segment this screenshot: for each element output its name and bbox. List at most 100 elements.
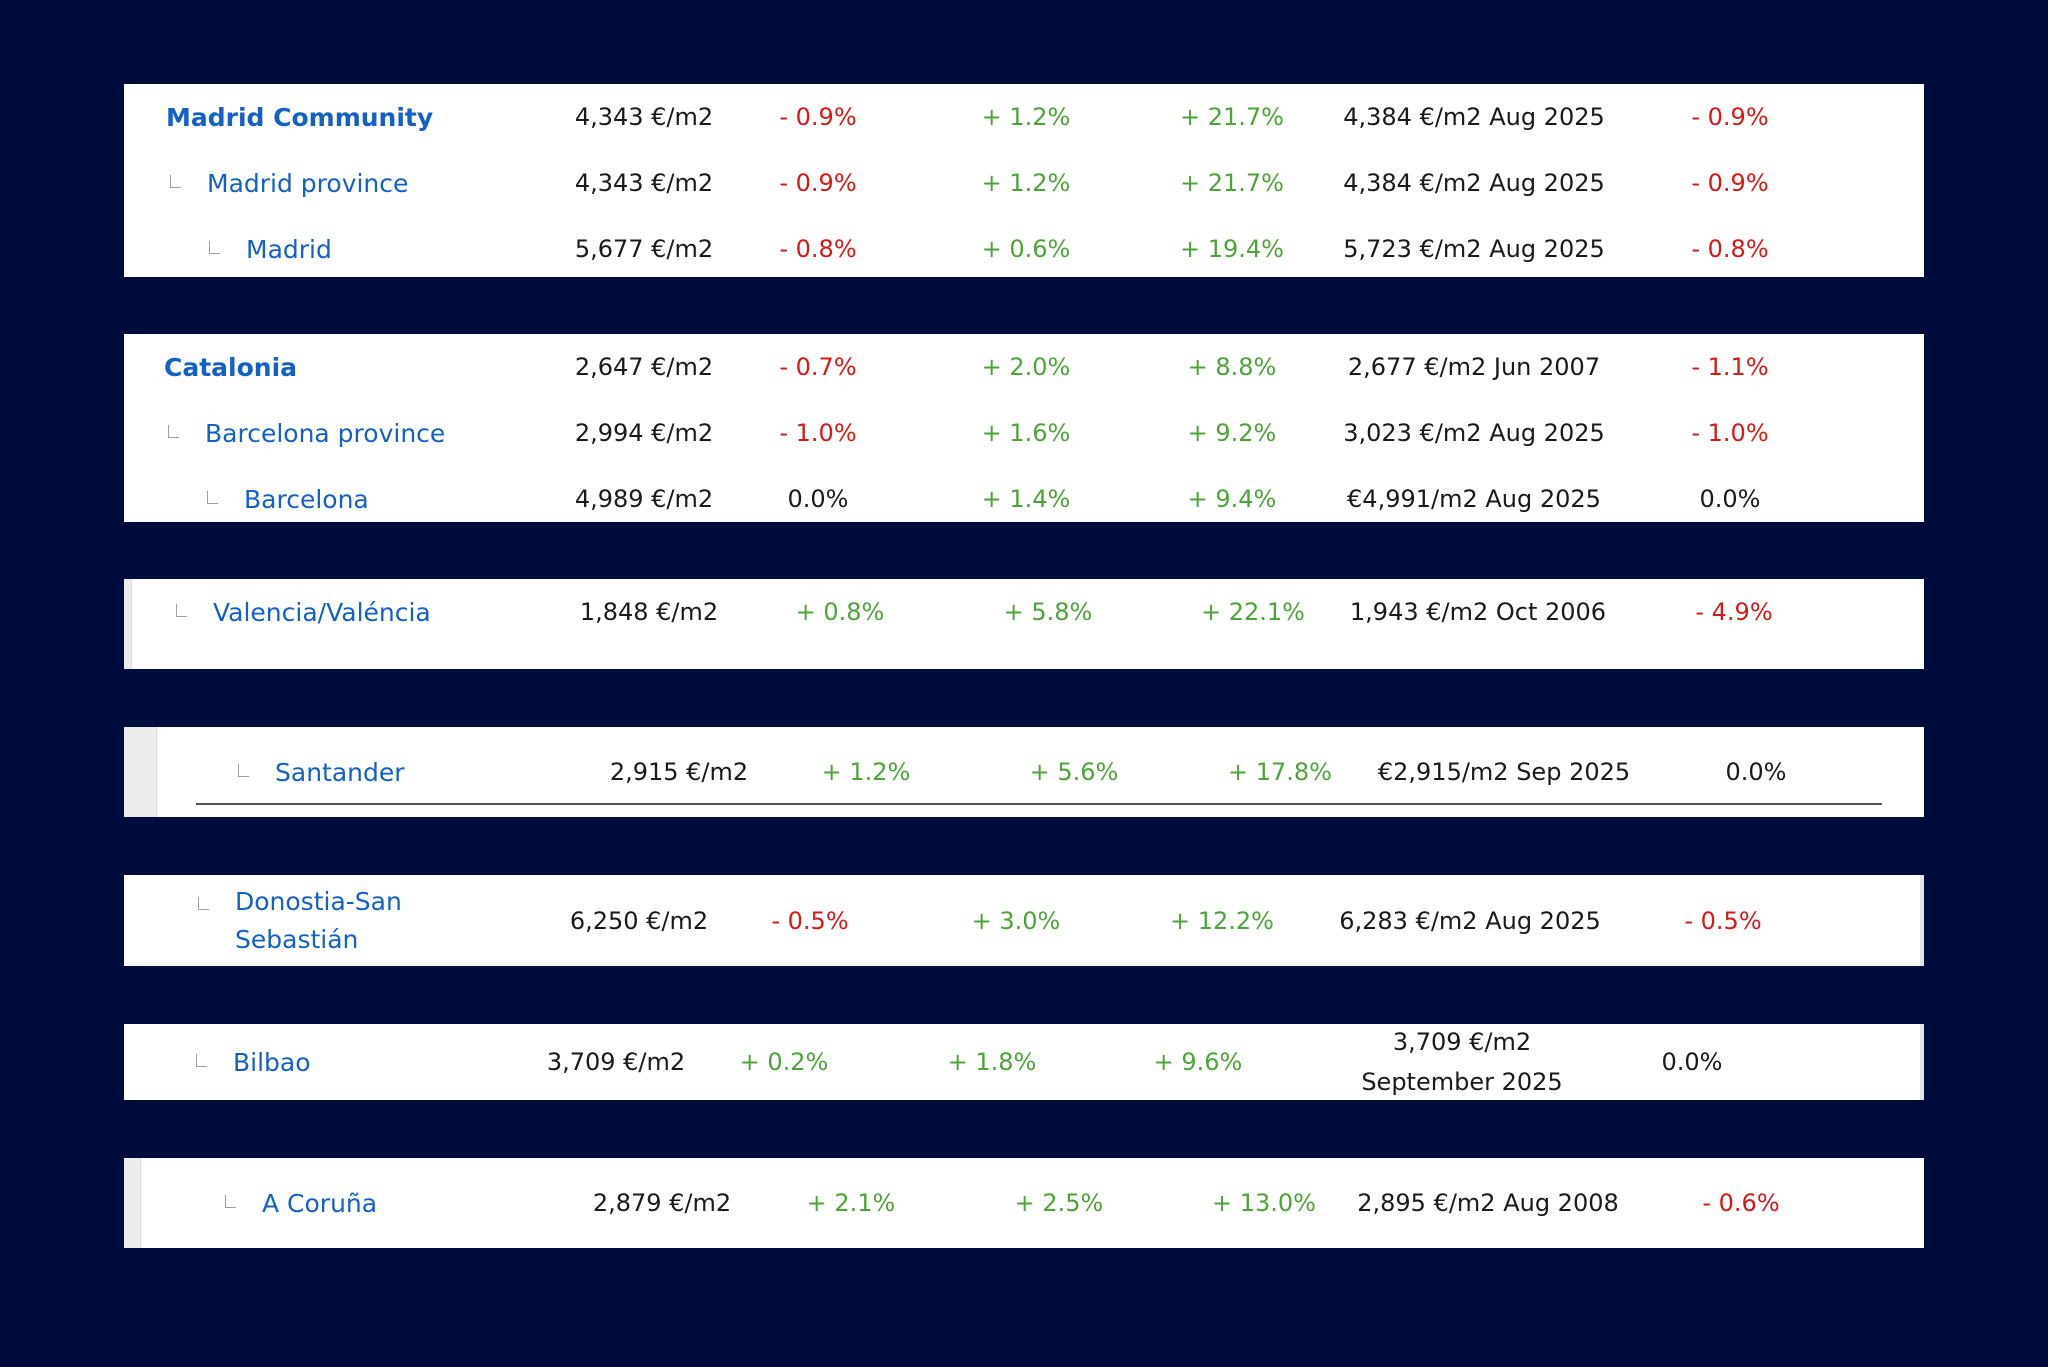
table-row: A Coruña 2,879 €/m2 + 2.1% + 2.5% + 13.0… <box>124 1158 1924 1248</box>
vs-max-cell: - 1.1% <box>1691 353 1769 381</box>
table-row: Santander 2,915 €/m2 + 1.2% + 5.6% + 17.… <box>124 739 1924 805</box>
quarterly-change-cell: + 2.5% <box>1014 1189 1104 1217</box>
region-name: Madrid province <box>207 168 409 198</box>
region-card-bilbao: Bilbao 3,709 €/m2 + 0.2% + 1.8% + 9.6% 3… <box>124 1024 1924 1100</box>
region-name: Madrid <box>246 234 332 264</box>
table-row: Catalonia 2,647 €/m2 - 0.7% + 2.0% + 8.8… <box>124 334 1924 400</box>
max-price-cell: €4,991/m2 Aug 2025 <box>1347 485 1601 513</box>
max-price-cell: €2,915/m2 Sep 2025 <box>1377 758 1631 786</box>
tree-branch-icon <box>209 240 220 254</box>
table-row: Valencia/Valéncia 1,848 €/m2 + 0.8% + 5.… <box>124 579 1924 645</box>
region-name: Bilbao <box>233 1047 311 1077</box>
table-row: Madrid province 4,343 €/m2 - 0.9% + 1.2%… <box>124 150 1924 216</box>
annual-change-cell: + 17.8% <box>1228 758 1332 786</box>
annual-change-cell: + 8.8% <box>1187 353 1277 381</box>
monthly-change-cell: - 0.9% <box>779 103 857 131</box>
region-card-madrid: Madrid Community 4,343 €/m2 - 0.9% + 1.2… <box>124 84 1924 277</box>
monthly-change-cell: + 1.2% <box>821 758 911 786</box>
row-indent-bar <box>124 1158 141 1248</box>
region-link-madrid-province[interactable]: Madrid province <box>170 150 550 216</box>
max-price-cell: 2,677 €/m2 Jun 2007 <box>1347 353 1601 381</box>
region-name: Barcelona province <box>205 418 446 448</box>
region-card-catalonia: Catalonia 2,647 €/m2 - 0.7% + 2.0% + 8.8… <box>124 334 1924 522</box>
price-cell: 2,994 €/m2 <box>574 419 714 447</box>
tree-branch-icon <box>170 174 181 188</box>
region-name: Santander <box>275 757 405 787</box>
vs-max-cell: 0.0% <box>1699 485 1761 513</box>
table-row: Donostia-San Sebastián 6,250 €/m2 - 0.5%… <box>124 875 1924 966</box>
quarterly-change-cell: + 5.8% <box>1003 598 1093 626</box>
region-link-madrid[interactable]: Madrid <box>209 216 549 277</box>
price-cell: 1,848 €/m2 <box>579 598 719 626</box>
price-cell: 5,677 €/m2 <box>574 235 714 263</box>
price-cell: 2,879 €/m2 <box>592 1189 732 1217</box>
annual-change-cell: + 21.7% <box>1180 103 1284 131</box>
quarterly-change-cell: + 1.8% <box>947 1048 1037 1076</box>
quarterly-change-cell: + 0.6% <box>981 235 1071 263</box>
monthly-change-cell: - 0.5% <box>771 906 849 935</box>
monthly-change-cell: + 0.2% <box>739 1048 829 1076</box>
price-cell: 2,915 €/m2 <box>609 758 749 786</box>
table-row: Madrid 5,677 €/m2 - 0.8% + 0.6% + 19.4% … <box>124 216 1924 277</box>
price-cell: 4,989 €/m2 <box>574 485 714 513</box>
max-price-cell: 3,023 €/m2 Aug 2025 <box>1343 419 1605 447</box>
quarterly-change-cell: + 3.0% <box>971 906 1061 935</box>
region-link-donostia-san-sebastian[interactable]: Donostia-San Sebastián <box>198 875 438 966</box>
max-price-cell: 1,943 €/m2 Oct 2006 <box>1349 598 1607 626</box>
tree-branch-icon <box>168 424 179 438</box>
tree-branch-icon <box>196 1053 207 1067</box>
price-cell: 3,709 €/m2 <box>546 1048 686 1076</box>
table-row: Barcelona 4,989 €/m2 0.0% + 1.4% + 9.4% … <box>124 466 1924 522</box>
region-card-valencia: Valencia/Valéncia 1,848 €/m2 + 0.8% + 5.… <box>124 579 1924 669</box>
region-card-santander: Santander 2,915 €/m2 + 1.2% + 5.6% + 17.… <box>124 727 1924 817</box>
max-price-cell: 4,384 €/m2 Aug 2025 <box>1343 103 1605 131</box>
vs-max-cell: - 0.9% <box>1691 169 1769 197</box>
quarterly-change-cell: + 5.6% <box>1029 758 1119 786</box>
max-price-cell: 4,384 €/m2 Aug 2025 <box>1343 169 1605 197</box>
monthly-change-cell: - 0.8% <box>779 235 857 263</box>
quarterly-change-cell: + 2.0% <box>981 353 1071 381</box>
vs-max-cell: 0.0% <box>1661 1048 1723 1076</box>
annual-change-cell: + 9.2% <box>1187 419 1277 447</box>
quarterly-change-cell: + 1.6% <box>981 419 1071 447</box>
region-link-a-coruna[interactable]: A Coruña <box>225 1158 545 1248</box>
row-indent-bar <box>124 579 132 669</box>
monthly-change-cell: 0.0% <box>787 485 849 513</box>
row-indent-bar <box>124 727 157 817</box>
max-price-cell: 6,283 €/m2 Aug 2025 <box>1339 906 1601 935</box>
monthly-change-cell: - 1.0% <box>779 419 857 447</box>
max-price-cell: 2,895 €/m2 Aug 2008 <box>1357 1189 1619 1217</box>
vs-max-cell: - 4.9% <box>1695 598 1773 626</box>
monthly-change-cell: - 0.7% <box>779 353 857 381</box>
tree-branch-icon <box>198 897 209 910</box>
region-link-santander[interactable]: Santander <box>238 739 578 805</box>
monthly-change-cell: - 0.9% <box>779 169 857 197</box>
vs-max-cell: - 0.5% <box>1684 906 1762 935</box>
region-name: A Coruña <box>262 1188 378 1218</box>
annual-change-cell: + 22.1% <box>1201 598 1305 626</box>
max-price-cell: 5,723 €/m2 Aug 2025 <box>1343 235 1605 263</box>
annual-change-cell: + 9.4% <box>1187 485 1277 513</box>
tree-branch-icon <box>225 1194 236 1208</box>
region-link-catalonia[interactable]: Catalonia <box>164 352 298 382</box>
row-divider <box>196 803 1882 805</box>
region-card-donostia: Donostia-San Sebastián 6,250 €/m2 - 0.5%… <box>124 875 1924 966</box>
region-name: Valencia/Valéncia <box>213 597 431 627</box>
region-link-madrid-community[interactable]: Madrid Community <box>166 102 434 132</box>
table-row: Madrid Community 4,343 €/m2 - 0.9% + 1.2… <box>124 84 1924 150</box>
region-link-valencia[interactable]: Valencia/Valéncia <box>176 579 556 645</box>
quarterly-change-cell: + 1.2% <box>981 103 1071 131</box>
price-cell: 4,343 €/m2 <box>574 169 714 197</box>
region-name: Donostia-San Sebastián <box>235 886 402 954</box>
region-link-barcelona-province[interactable]: Barcelona province <box>168 400 548 466</box>
quarterly-change-cell: + 1.2% <box>981 169 1071 197</box>
price-cell: 4,343 €/m2 <box>574 103 714 131</box>
monthly-change-cell: + 2.1% <box>806 1189 896 1217</box>
region-link-bilbao[interactable]: Bilbao <box>196 1024 496 1100</box>
table-row: Bilbao 3,709 €/m2 + 0.2% + 1.8% + 9.6% 3… <box>124 1024 1924 1100</box>
annual-change-cell: + 21.7% <box>1180 169 1284 197</box>
annual-change-cell: + 9.6% <box>1153 1048 1243 1076</box>
price-cell: 2,647 €/m2 <box>574 353 714 381</box>
region-link-barcelona[interactable]: Barcelona <box>207 466 547 522</box>
region-card-a-coruna: A Coruña 2,879 €/m2 + 2.1% + 2.5% + 13.0… <box>124 1158 1924 1248</box>
